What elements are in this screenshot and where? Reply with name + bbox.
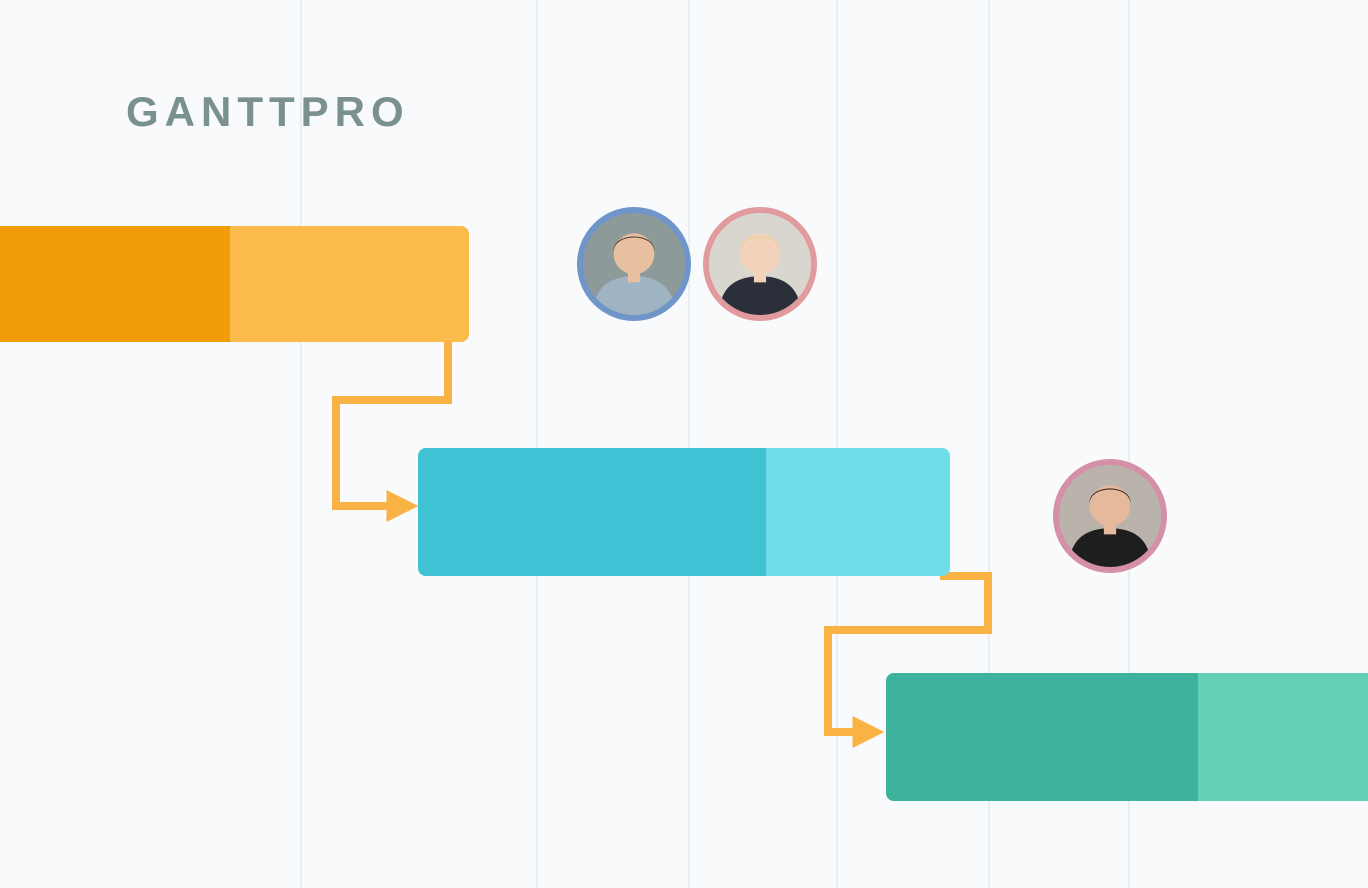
gridline <box>688 0 690 888</box>
gantt-bar[interactable] <box>886 673 1368 801</box>
gantt-bar[interactable] <box>418 448 950 576</box>
gantt-canvas: GANTTPRO <box>0 0 1368 888</box>
avatar[interactable] <box>703 207 817 321</box>
gridline <box>836 0 838 888</box>
gantt-bar-progress <box>418 448 766 576</box>
gantt-bar[interactable] <box>0 226 469 342</box>
avatar[interactable] <box>577 207 691 321</box>
gantt-bar-progress <box>886 673 1198 801</box>
brand-logo: GANTTPRO <box>126 88 410 136</box>
gridline <box>536 0 538 888</box>
gantt-bar-progress <box>0 226 230 342</box>
avatar[interactable] <box>1053 459 1167 573</box>
